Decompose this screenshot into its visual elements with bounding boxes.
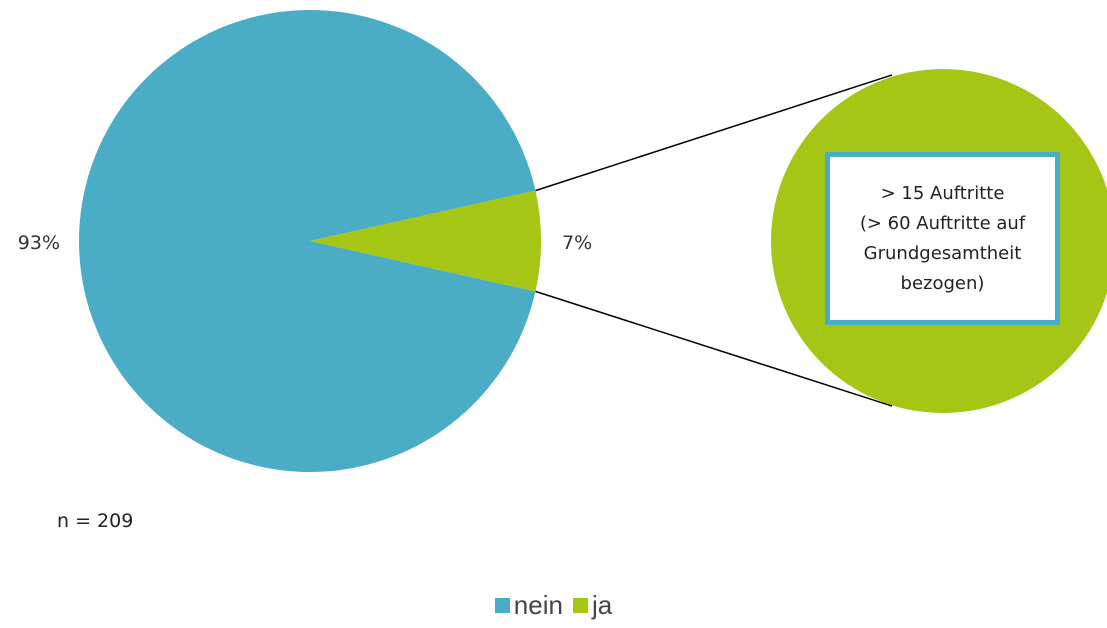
- legend: nein ja: [0, 590, 1107, 621]
- callout-line: Grundgesamtheit: [863, 242, 1022, 264]
- callout-box: > 15 Auftritte (> 60 Auftritte auf Grundge…: [825, 152, 1060, 325]
- callout-connector-top: [535, 74, 893, 192]
- sample-size-label: n = 209: [57, 510, 134, 532]
- callout-connector-bottom: [535, 290, 893, 407]
- legend-label-nein: nein: [513, 590, 563, 620]
- slice-label-nein: 93%: [18, 232, 60, 254]
- pie-slice-nein: [78, 9, 536, 473]
- pie-slices: [78, 9, 541, 473]
- legend-item-ja: ja: [572, 590, 613, 621]
- callout-line: (> 60 Auftritte auf: [859, 212, 1026, 234]
- legend-swatch-nein: [494, 598, 510, 613]
- slice-label-ja: 7%: [562, 232, 592, 254]
- legend-item-nein: nein: [494, 590, 563, 621]
- callout-text: > 15 Auftritte (> 60 Auftritte auf Grundge…: [860, 179, 1025, 299]
- callout-line: > 15 Auftritte: [880, 182, 1005, 204]
- callout-line: bezogen): [900, 272, 985, 294]
- legend-label-ja: ja: [591, 590, 613, 620]
- pie-slice-ja: [310, 190, 541, 292]
- legend-swatch-ja: [572, 598, 588, 613]
